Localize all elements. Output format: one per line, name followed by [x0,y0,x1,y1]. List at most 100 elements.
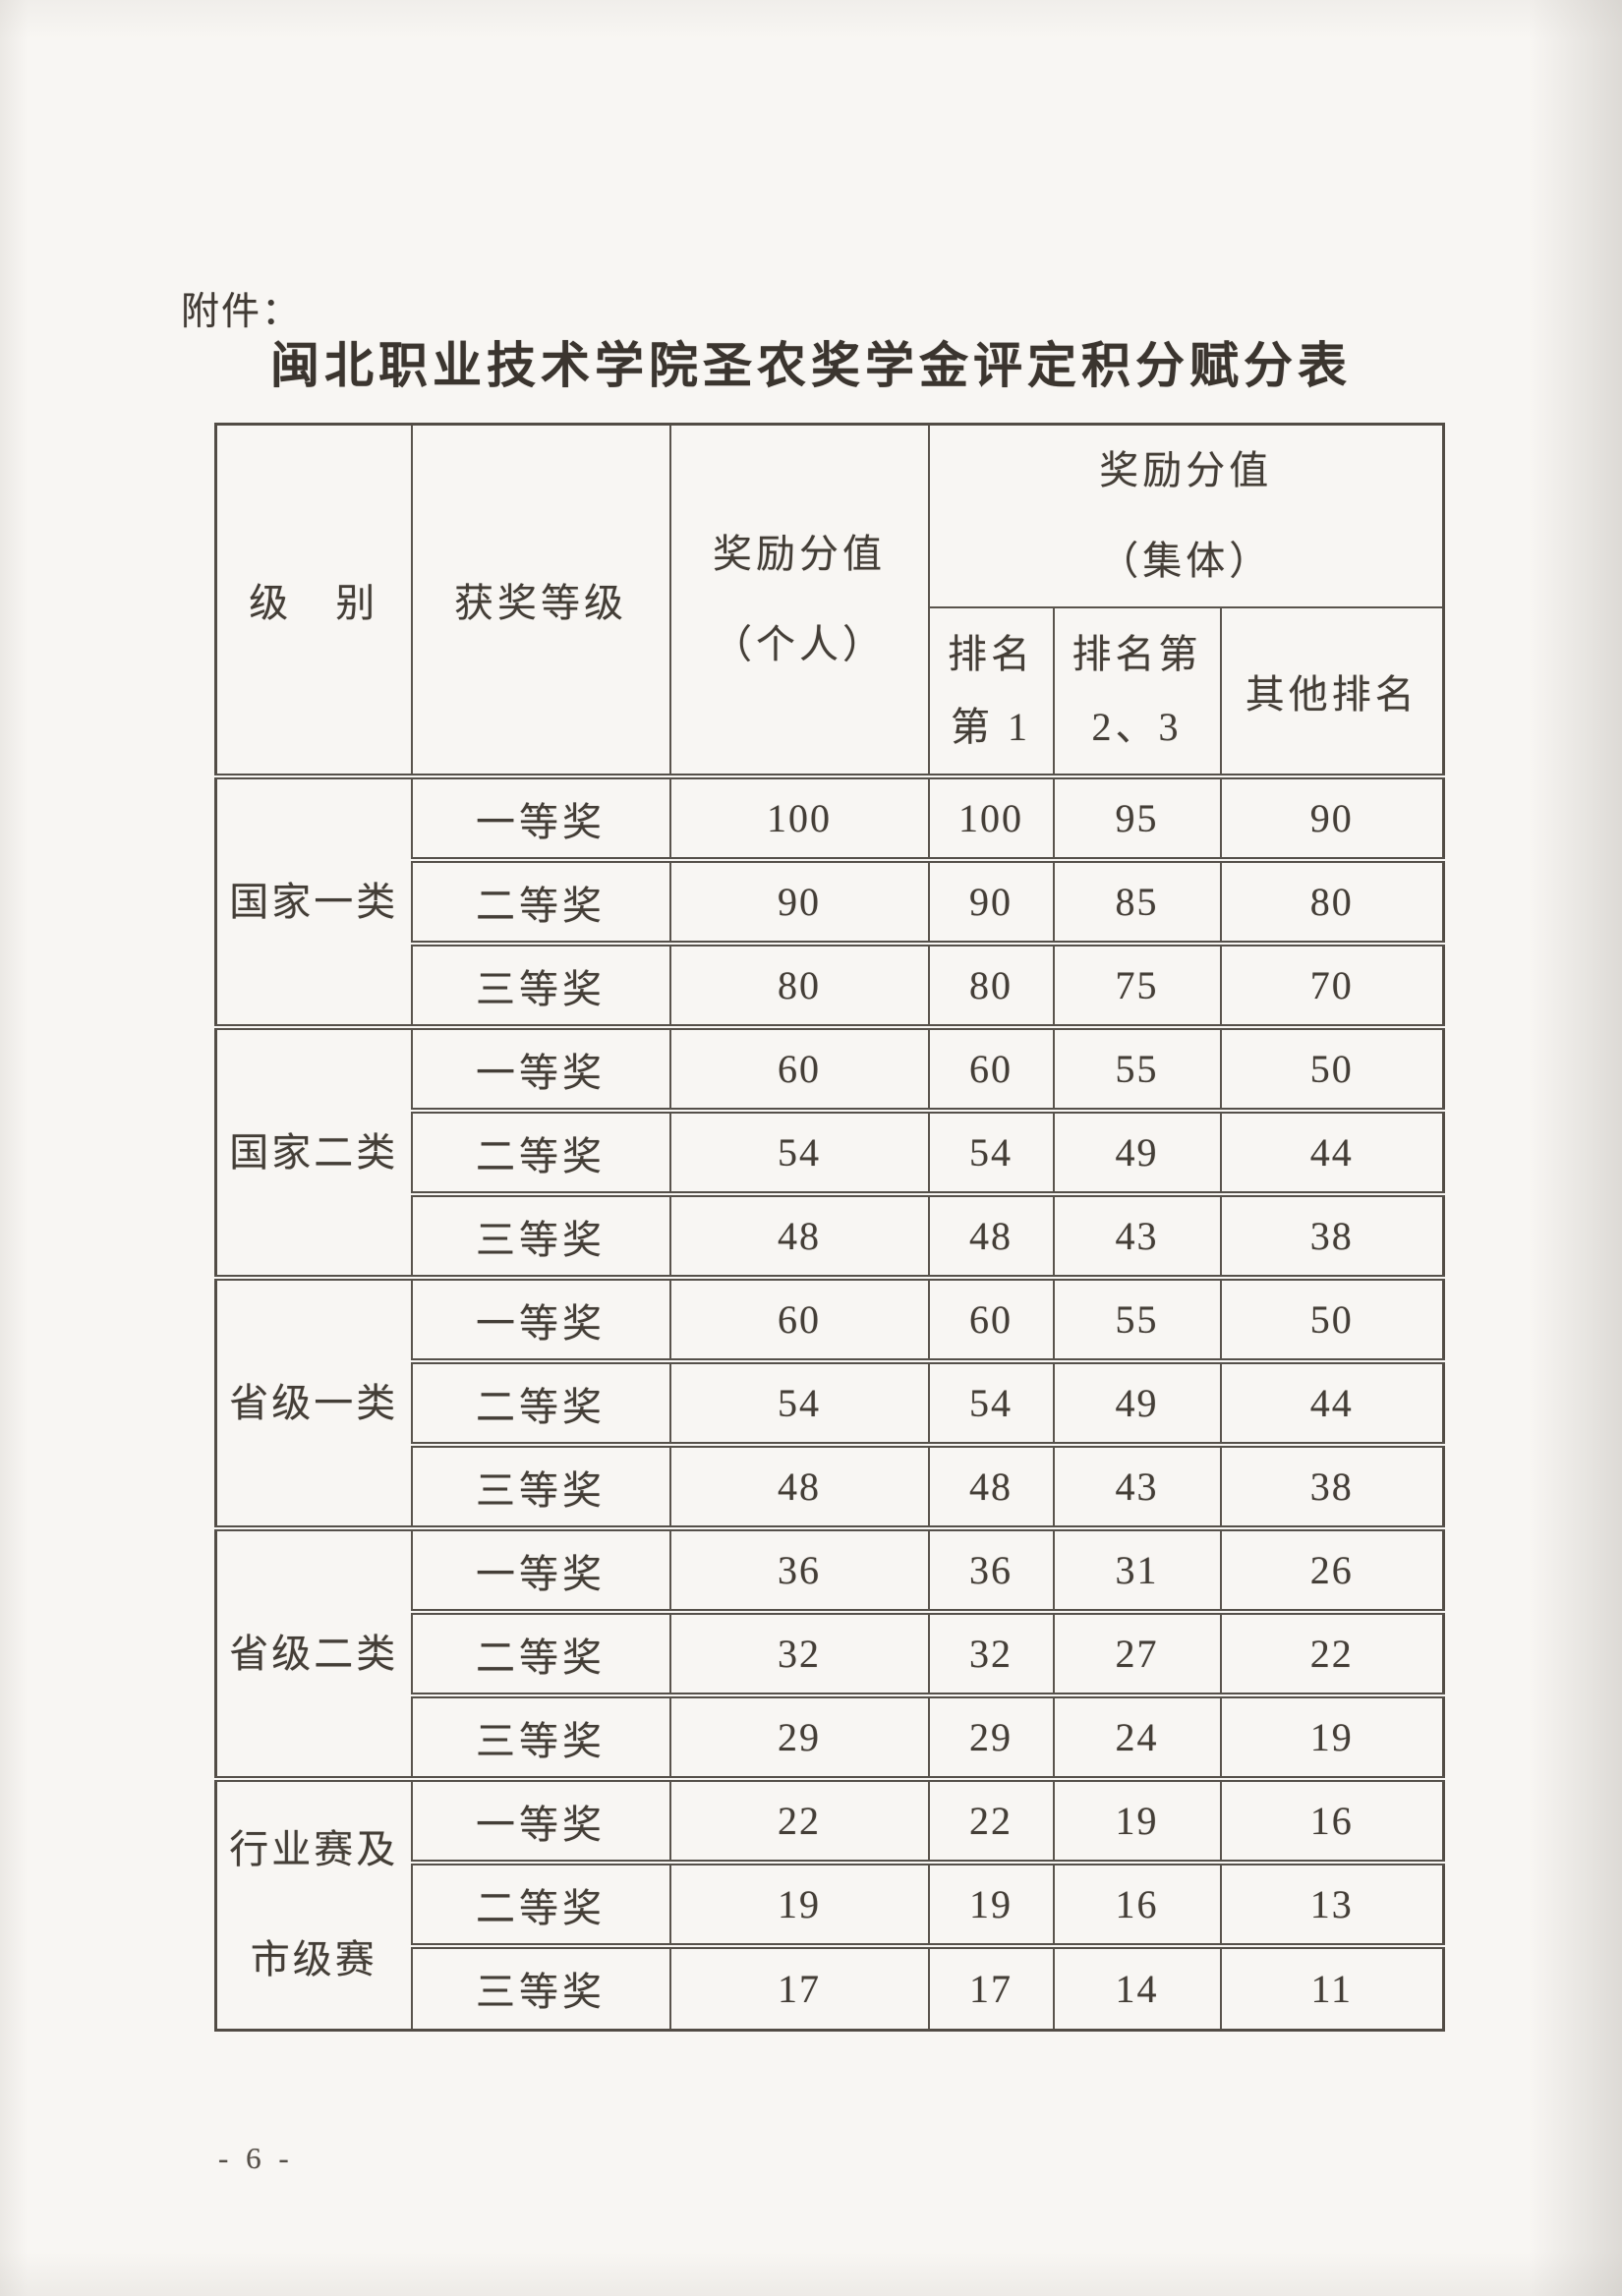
rank-first-score-cell: 22 [927,1776,1055,1864]
grade-cell: 二等奖 [410,1609,671,1696]
individual-score-cell: 17 [668,1943,930,2031]
table-body: 国家一类 一等奖 100 100 95 90 二等奖 90 90 85 80 三… [214,774,1445,2031]
document-title: 闽北职业技术学院圣农奖学金评定积分赋分表 [270,338,1352,393]
rank-first-score-cell: 48 [927,1191,1055,1279]
other-rank-score-cell: 22 [1219,1609,1445,1696]
table-row: 国家一类 一等奖 100 100 95 90 [214,774,1445,1028]
rank-first-score-cell: 54 [927,1108,1055,1195]
grade-cell: 三等奖 [410,1442,671,1529]
other-rank-score-cell: 13 [1219,1860,1445,1947]
rank-second-third-score-cell: 49 [1052,1358,1222,1446]
grade-cell: 二等奖 [410,857,671,945]
individual-score-cell: 60 [668,1275,930,1362]
table-row: 三等奖 17 17 14 11 [216,1943,1445,2031]
individual-score-cell: 22 [668,1776,930,1864]
other-rank-score-cell: 50 [1219,1275,1445,1362]
rank-first-score-cell: 17 [927,1943,1055,2031]
other-rank-score-cell: 38 [1219,1191,1445,1279]
header-rank-first: 排名 第 1 [927,606,1055,777]
grade-cell: 一等奖 [410,1776,671,1864]
table-header: 级 别 获奖等级 奖励分值 （个人） 奖励分值 （集体） 排名 第 1 排名第 … [214,423,1445,777]
header-row-sub: 排名 第 1 排名第 2、3 其他排名 [216,606,1445,777]
level-cell: 行业赛及 市级赛 [214,1776,413,2031]
table-row: 行业赛及 市级赛 一等奖 22 22 19 16 [214,1776,1445,2031]
rank-second-third-score-cell: 55 [1052,1275,1222,1362]
individual-score-cell: 29 [668,1693,930,1780]
rank-first-score-cell: 36 [927,1525,1055,1613]
rank-second-third-score-cell: 16 [1052,1860,1222,1947]
individual-score-cell: 36 [668,1525,930,1613]
grade-cell: 二等奖 [410,1108,671,1195]
other-rank-score-cell: 11 [1219,1943,1445,2031]
table-row: 二等奖 19 19 16 13 [216,1860,1445,1947]
score-table: 级 别 获奖等级 奖励分值 （个人） 奖励分值 （集体） 排名 第 1 排名第 … [214,423,1445,2032]
grade-cell: 三等奖 [410,1693,671,1780]
table-row: 三等奖 80 80 75 70 [216,941,1445,1028]
grade-cell: 一等奖 [410,1024,671,1112]
grade-cell: 二等奖 [410,1860,671,1947]
header-award-grade: 获奖等级 [410,423,671,777]
rank-first-score-cell: 60 [927,1024,1055,1112]
level-cell: 国家一类 [214,774,413,1028]
rank-second-third-score-cell: 55 [1052,1024,1222,1112]
other-rank-score-cell: 70 [1219,941,1445,1028]
individual-score-cell: 19 [668,1860,930,1947]
rank-first-score-cell: 48 [927,1442,1055,1529]
grade-cell: 一等奖 [410,1525,671,1613]
header-other-rank: 其他排名 [1219,606,1445,777]
individual-score-cell: 60 [668,1024,930,1112]
attachment-label: 附件： [181,291,303,333]
table-row: 省级一类 一等奖 60 60 55 50 [214,1275,1445,1529]
individual-score-cell: 48 [668,1442,930,1529]
grade-cell: 三等奖 [410,1191,671,1279]
other-rank-score-cell: 80 [1219,857,1445,945]
individual-score-cell: 90 [668,857,930,945]
rank-first-score-cell: 100 [927,774,1055,861]
other-rank-score-cell: 90 [1219,774,1445,861]
table-row: 三等奖 29 29 24 19 [216,1693,1445,1780]
header-individual-score: 奖励分值 （个人） [668,423,930,777]
rank-first-score-cell: 54 [927,1358,1055,1446]
rank-first-score-cell: 29 [927,1693,1055,1780]
level-cell: 省级一类 [214,1275,413,1529]
table-row: 二等奖 90 90 85 80 [216,857,1445,945]
grade-cell: 一等奖 [410,1275,671,1362]
table-row: 二等奖 54 54 49 44 [216,1108,1445,1195]
grade-cell: 三等奖 [410,941,671,1028]
individual-score-cell: 32 [668,1609,930,1696]
rank-first-score-cell: 80 [927,941,1055,1028]
rank-first-score-cell: 90 [927,857,1055,945]
page-number: - 6 - [218,2141,294,2175]
rank-second-third-score-cell: 85 [1052,857,1222,945]
table-row: 三等奖 48 48 43 38 [216,1442,1445,1529]
rank-first-score-cell: 32 [927,1609,1055,1696]
level-cell: 省级二类 [214,1525,413,1780]
individual-score-cell: 54 [668,1108,930,1195]
other-rank-score-cell: 38 [1219,1442,1445,1529]
individual-score-cell: 100 [668,774,930,861]
other-rank-score-cell: 16 [1219,1776,1445,1864]
table-row: 国家二类 一等奖 60 60 55 50 [214,1024,1445,1279]
header-row-top: 级 别 获奖等级 奖励分值 （个人） 奖励分值 （集体） [214,423,1445,777]
rank-first-score-cell: 19 [927,1860,1055,1947]
header-level: 级 别 [214,423,413,777]
grade-cell: 三等奖 [410,1943,671,2031]
other-rank-score-cell: 44 [1219,1108,1445,1195]
grade-cell: 一等奖 [410,774,671,861]
individual-score-cell: 54 [668,1358,930,1446]
rank-second-third-score-cell: 43 [1052,1442,1222,1529]
grade-cell: 二等奖 [410,1358,671,1446]
rank-second-third-score-cell: 14 [1052,1943,1222,2031]
rank-second-third-score-cell: 31 [1052,1525,1222,1613]
table-row: 三等奖 48 48 43 38 [216,1191,1445,1279]
table-row: 二等奖 32 32 27 22 [216,1609,1445,1696]
rank-second-third-score-cell: 95 [1052,774,1222,861]
rank-second-third-score-cell: 24 [1052,1693,1222,1780]
header-collective-score: 奖励分值 （集体） [927,423,1445,608]
rank-second-third-score-cell: 27 [1052,1609,1222,1696]
rank-second-third-score-cell: 75 [1052,941,1222,1028]
level-cell: 国家二类 [214,1024,413,1279]
rank-first-score-cell: 60 [927,1275,1055,1362]
header-rank-second-third: 排名第 2、3 [1052,606,1222,777]
